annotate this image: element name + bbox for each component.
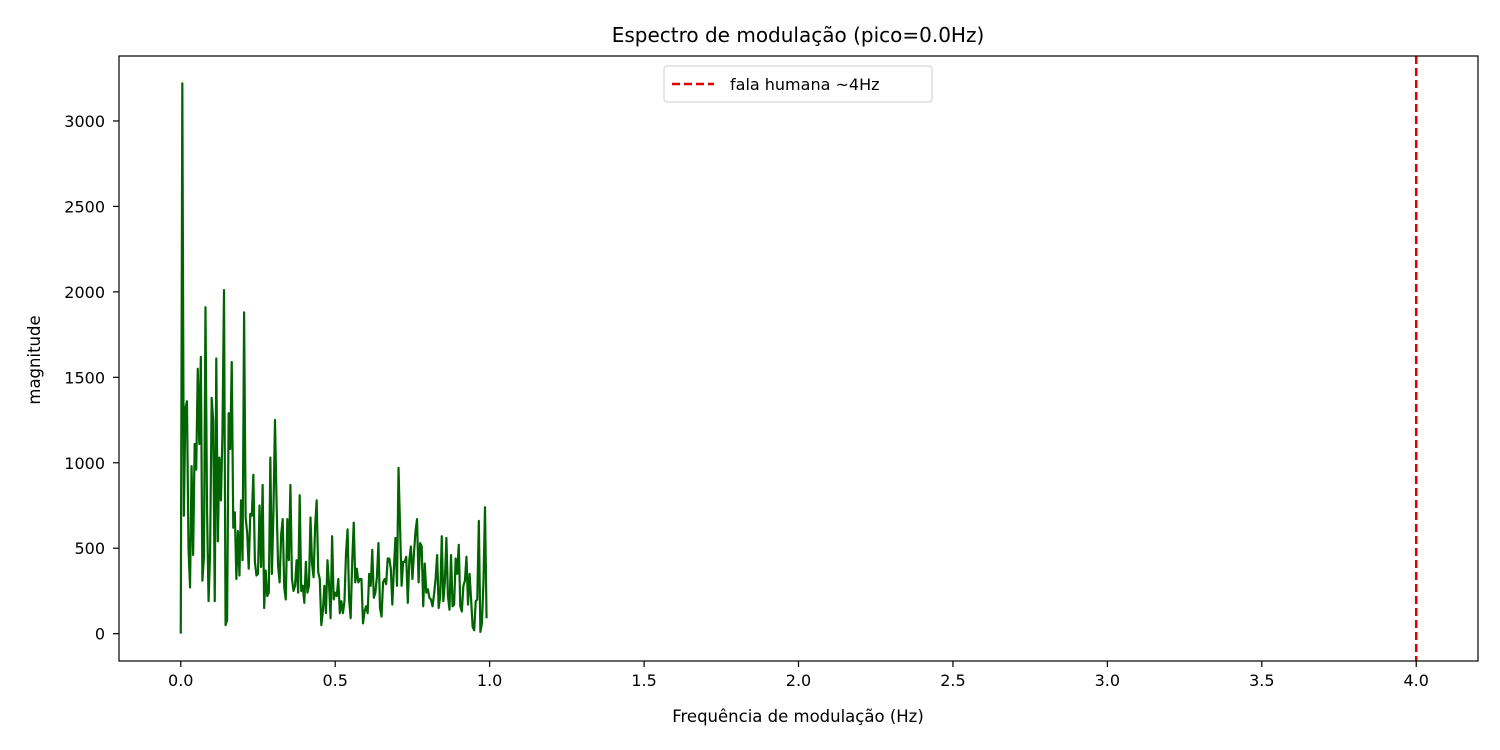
chart-title: Espectro de modulação (pico=0.0Hz)	[612, 23, 985, 47]
y-tick-label: 2500	[64, 197, 105, 216]
y-tick-label: 2000	[64, 283, 105, 302]
x-tick-label: 4.0	[1404, 671, 1429, 690]
y-tick-label: 0	[95, 625, 105, 644]
x-tick-label: 2.5	[940, 671, 965, 690]
plot-area	[179, 56, 1418, 661]
y-tick-label: 3000	[64, 112, 105, 131]
x-tick-label: 0.0	[168, 671, 193, 690]
x-tick-label: 1.0	[477, 671, 502, 690]
x-tick-label: 3.0	[1095, 671, 1120, 690]
y-tick-label: 1500	[64, 368, 105, 387]
x-tick-label: 1.5	[631, 671, 656, 690]
x-tick-label: 3.5	[1249, 671, 1274, 690]
x-tick-label: 0.5	[322, 671, 347, 690]
y-tick-label: 1000	[64, 454, 105, 473]
x-axis-label: Frequência de modulação (Hz)	[672, 707, 924, 726]
y-tick-label: 500	[74, 539, 105, 558]
axes: 0.0 0.5 1.0 1.5 2.0 2.5 3.0 3.5 4.0 0 500 1000 1500 2…	[64, 55, 1479, 690]
y-axis-label: magnitude	[25, 315, 44, 404]
spectrum-series-line	[179, 82, 488, 634]
legend: fala humana ~4Hz	[663, 65, 933, 103]
legend-label: fala humana ~4Hz	[730, 75, 880, 94]
legend-box	[663, 65, 933, 103]
x-tick-label: 2.0	[786, 671, 811, 690]
